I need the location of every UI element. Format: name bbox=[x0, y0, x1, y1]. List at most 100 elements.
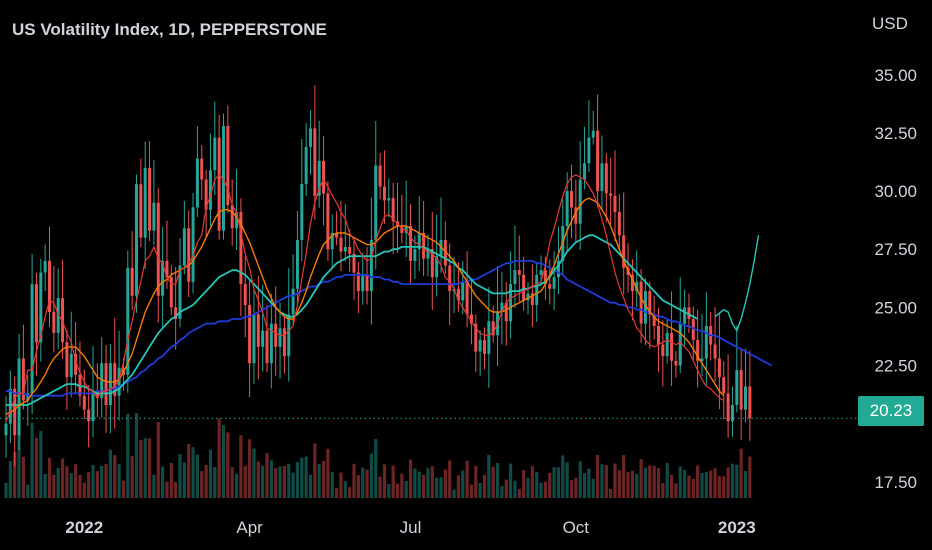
candle-body bbox=[265, 330, 269, 364]
candle-body bbox=[74, 353, 78, 375]
volume-bar bbox=[326, 448, 330, 498]
volume-bar bbox=[683, 469, 687, 498]
y-tick-label: 30.00 bbox=[874, 182, 917, 201]
volume-bar bbox=[656, 468, 661, 498]
candle-body bbox=[369, 239, 373, 292]
candle-body bbox=[17, 358, 21, 436]
volume-bar bbox=[239, 435, 243, 498]
candle-body bbox=[670, 332, 674, 361]
volume-bar bbox=[448, 460, 452, 498]
volume-bar bbox=[661, 483, 665, 498]
volume-bar bbox=[735, 464, 739, 498]
candle-body bbox=[30, 284, 34, 394]
candle-body bbox=[335, 232, 339, 238]
volume-bar bbox=[743, 471, 748, 498]
candle-body bbox=[382, 186, 386, 201]
candle-body bbox=[687, 307, 691, 319]
candle-body bbox=[178, 265, 182, 319]
candle-body bbox=[652, 314, 656, 326]
volume-bar bbox=[569, 480, 574, 498]
candle-body bbox=[78, 374, 82, 396]
candle-body bbox=[274, 323, 278, 347]
volume-bar bbox=[34, 437, 39, 498]
candle-body bbox=[339, 237, 343, 252]
volume-bar bbox=[65, 466, 69, 498]
volume-bar bbox=[596, 455, 600, 498]
candle-body bbox=[117, 367, 121, 396]
candle-body bbox=[426, 249, 430, 259]
candle-body bbox=[252, 314, 256, 364]
candle-body bbox=[657, 325, 660, 345]
volume-bar bbox=[700, 472, 704, 498]
volume-bar bbox=[321, 461, 326, 498]
volume-bar bbox=[365, 469, 369, 498]
volume-bar bbox=[709, 470, 713, 498]
candle-body bbox=[21, 358, 25, 401]
candle-body bbox=[313, 128, 317, 196]
volume-bars bbox=[4, 413, 752, 498]
candle-body bbox=[461, 281, 465, 301]
candle-body bbox=[182, 228, 186, 266]
volume-bar bbox=[443, 469, 447, 498]
volume-bar bbox=[74, 464, 78, 498]
candle-body bbox=[665, 332, 669, 357]
candle-body bbox=[130, 267, 134, 296]
candle-body bbox=[630, 274, 634, 292]
volume-bar bbox=[704, 472, 708, 498]
volume-bar bbox=[87, 472, 91, 498]
candle-body bbox=[730, 405, 734, 422]
candle-body bbox=[522, 274, 526, 301]
volume-bar bbox=[243, 465, 247, 498]
volume-bar bbox=[143, 438, 147, 498]
volume-bar bbox=[339, 472, 343, 498]
candle-body bbox=[69, 353, 73, 378]
volume-bar bbox=[522, 470, 526, 498]
volume-bar bbox=[526, 477, 530, 498]
volume-bar bbox=[513, 480, 517, 498]
volume-bar bbox=[43, 473, 47, 498]
candle-body bbox=[108, 363, 112, 406]
volume-bar bbox=[352, 463, 356, 498]
y-axis: 35.00 32.50 30.00 27.50 25.00 22.50 17.50 bbox=[874, 66, 917, 492]
candle-body bbox=[565, 191, 569, 226]
candle-body bbox=[104, 363, 108, 406]
volume-bar bbox=[430, 466, 434, 498]
chart-title: US Volatility Index, 1D, PEPPERSTONE bbox=[12, 20, 327, 39]
volume-bar bbox=[274, 467, 278, 498]
candle-body bbox=[317, 160, 321, 196]
candle-body bbox=[34, 284, 38, 343]
volume-bar bbox=[561, 455, 565, 498]
candle-body bbox=[739, 370, 743, 410]
candle-body bbox=[570, 191, 573, 208]
volume-bar bbox=[439, 477, 443, 498]
volume-bar bbox=[382, 464, 387, 498]
candle-body bbox=[548, 284, 552, 289]
candle-body bbox=[552, 277, 556, 289]
volume-bar bbox=[60, 458, 65, 498]
volume-bar bbox=[648, 465, 652, 498]
candle-body bbox=[169, 277, 173, 308]
candle-body bbox=[269, 323, 273, 364]
candle-body bbox=[248, 305, 252, 364]
volume-bar bbox=[474, 466, 478, 498]
y-tick-label: 32.50 bbox=[874, 124, 917, 143]
candle-body bbox=[430, 249, 434, 278]
volume-bar bbox=[121, 480, 126, 498]
candle-body bbox=[387, 198, 391, 201]
y-tick-label: 35.00 bbox=[874, 66, 917, 85]
volume-bar bbox=[730, 463, 735, 498]
volume-bar bbox=[226, 432, 230, 498]
candle-body bbox=[661, 344, 665, 357]
candle-body bbox=[26, 393, 30, 401]
candle-body bbox=[330, 232, 334, 250]
volume-bar bbox=[300, 457, 304, 498]
candle-body bbox=[374, 165, 378, 240]
volume-bar bbox=[408, 459, 413, 498]
candle-body bbox=[604, 163, 608, 194]
volume-bar bbox=[717, 476, 721, 498]
candle-body bbox=[391, 198, 395, 222]
volume-bar bbox=[713, 468, 717, 498]
candle-body bbox=[674, 360, 678, 366]
candle-body bbox=[722, 377, 726, 394]
